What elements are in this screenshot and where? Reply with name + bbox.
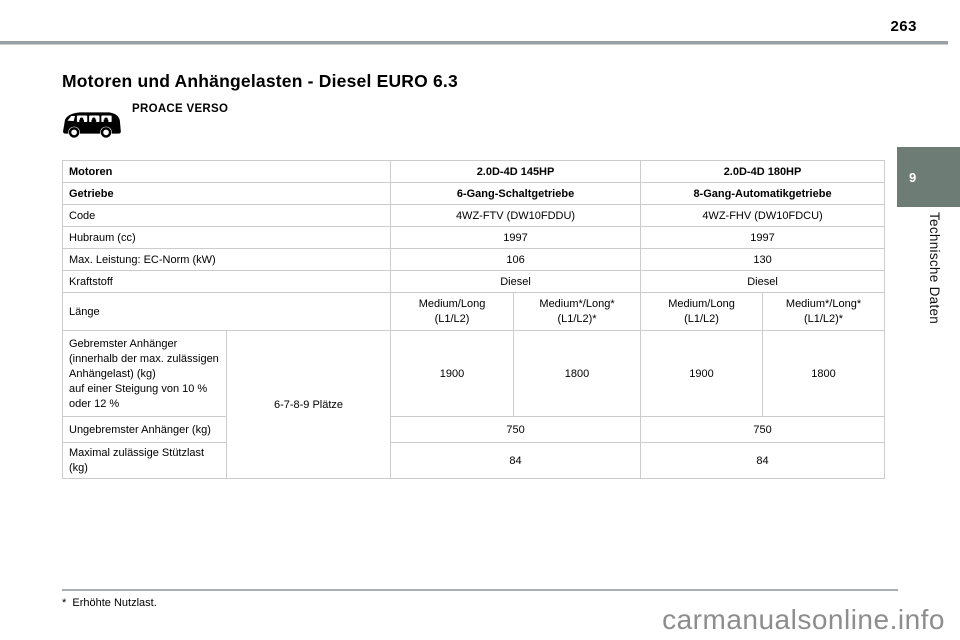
row-label: Code xyxy=(61,204,392,227)
header-rule xyxy=(0,41,948,45)
engine2-header: 2.0D-4D 180HP xyxy=(640,160,886,183)
chapter-number: 9 xyxy=(909,169,917,185)
cell-value: 106 xyxy=(390,248,642,271)
cell-value: 1900 xyxy=(390,330,515,417)
cell-value: 130 xyxy=(640,248,886,271)
table-row-kraftstoff: Kraftstoff Diesel Diesel xyxy=(61,270,886,293)
table-row-hubraum: Hubraum (cc) 1997 1997 xyxy=(61,226,886,249)
length-variant-cell: Medium/Long (L1/L2) xyxy=(390,292,515,331)
length-variant-cell: Medium*/Long* (L1/L2)* xyxy=(513,292,642,331)
footnote: * Erhöhte Nutzlast. xyxy=(62,597,157,609)
cell-value: 750 xyxy=(390,416,642,443)
cell-value: 8-Gang-Automatikgetriebe xyxy=(640,182,886,205)
model-name-label: PROACE VERSO xyxy=(132,103,229,115)
table-row-laenge: Länge Medium/Long (L1/L2) Medium*/Long* … xyxy=(61,292,886,331)
chapter-title-vertical: Technische Daten xyxy=(927,212,942,325)
length-variant-cell: Medium/Long (L1/L2) xyxy=(640,292,764,331)
watermark: carmanualsonline.info xyxy=(662,604,945,635)
row-label: Max. Leistung: EC-Norm (kW) xyxy=(61,248,392,271)
minivan-side-icon xyxy=(60,105,122,146)
seats-cell: 6-7-8-9 Plätze xyxy=(225,330,392,479)
table-row-stuetzlast: Maximal zulässige Stützlast (kg) 84 84 xyxy=(62,442,886,479)
cell-value: 1800 xyxy=(762,330,886,417)
engine1-header: 2.0D-4D 145HP xyxy=(390,160,642,183)
cell-value: 84 xyxy=(640,442,886,479)
cell-value: 4WZ-FTV (DW10FDDU) xyxy=(390,204,642,227)
table-row-leistung: Max. Leistung: EC-Norm (kW) 106 130 xyxy=(61,248,886,271)
cell-value: Diesel xyxy=(640,270,886,293)
row-label: Hubraum (cc) xyxy=(61,226,392,249)
cell-value: 6-Gang-Schaltgetriebe xyxy=(390,182,642,205)
cell-value: 1800 xyxy=(513,330,642,417)
table-row-code: Code 4WZ-FTV (DW10FDDU) 4WZ-FHV (DW10FDC… xyxy=(61,204,886,227)
row-label: Getriebe xyxy=(61,182,392,205)
row-label: Gebremster Anhänger (innerhalb der max. … xyxy=(62,330,227,417)
cell-value: 84 xyxy=(390,442,642,479)
table-row-motoren: Motoren 2.0D-4D 145HP 2.0D-4D 180HP xyxy=(61,160,886,183)
engine-spec-table: Motoren 2.0D-4D 145HP 2.0D-4D 180HP Getr… xyxy=(61,160,886,479)
table-row-gebremster-anhaenger: Gebremster Anhänger (innerhalb der max. … xyxy=(62,330,886,479)
chapter-number-badge: 9 xyxy=(897,147,960,207)
cell-value: Diesel xyxy=(390,270,642,293)
length-variant-cell: Medium*/Long* (L1/L2)* xyxy=(762,292,886,331)
row-label: Ungebremster Anhänger (kg) xyxy=(62,416,227,443)
row-label: Kraftstoff xyxy=(61,270,392,293)
page-title: Motoren und Anhängelasten - Diesel EURO … xyxy=(62,71,458,91)
footer-rule xyxy=(62,589,898,591)
cell-value: 1997 xyxy=(390,226,642,249)
cell-value: 750 xyxy=(640,416,886,443)
table-row-ungebremster-anhaenger: Ungebremster Anhänger (kg) 750 750 xyxy=(62,416,886,443)
page-number: 263 xyxy=(890,18,917,35)
cell-value: 1900 xyxy=(640,330,764,417)
row-label: Maximal zulässige Stützlast (kg) xyxy=(62,442,227,479)
row-label: Motoren xyxy=(61,160,392,183)
cell-value: 1997 xyxy=(640,226,886,249)
table-row-getriebe: Getriebe 6-Gang-Schaltgetriebe 8-Gang-Au… xyxy=(61,182,886,205)
cell-value: 4WZ-FHV (DW10FDCU) xyxy=(640,204,886,227)
row-label: Länge xyxy=(61,292,392,331)
